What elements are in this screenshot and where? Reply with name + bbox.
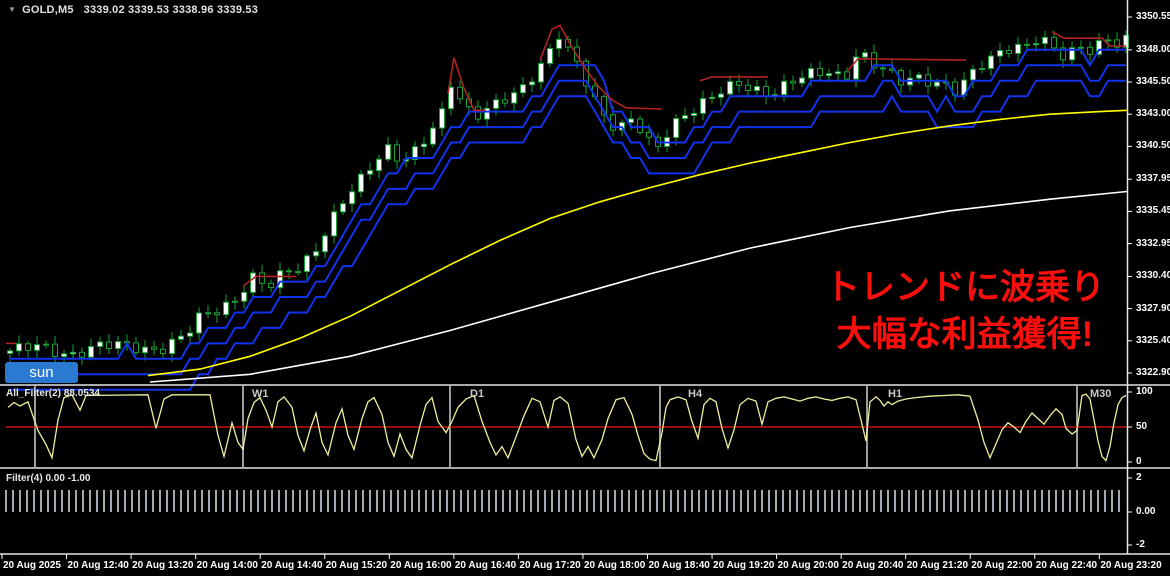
- time-axis-label: 20 Aug 18:40: [648, 560, 710, 571]
- price-axis-label: 3343.00: [1136, 108, 1170, 120]
- oscillator-axis-label: 50: [1136, 421, 1148, 432]
- filter-axis-label: 2: [1136, 472, 1142, 483]
- timeframe-section-label: H1: [888, 388, 903, 400]
- time-axis-label: 20 Aug 18:00: [583, 560, 646, 571]
- time-axis-label: 20 Aug 21:20: [906, 560, 969, 571]
- time-axis-label: 20 Aug 22:40: [1035, 560, 1098, 571]
- time-axis-label: 20 Aug 14:00: [196, 560, 258, 571]
- time-axis-label: 20 Aug 12:40: [67, 560, 129, 571]
- price-axis-label: 3327.90: [1136, 302, 1170, 314]
- price-axis-label: 3335.45: [1136, 205, 1170, 217]
- time-axis-label: 20 Aug 16:00: [390, 560, 452, 571]
- time-axis-label: 20 Aug 19:20: [713, 560, 775, 571]
- price-axis-label: 3350.55: [1136, 11, 1170, 22]
- sun-button[interactable]: sun: [5, 362, 78, 383]
- time-axis-label: 20 Aug 2025: [3, 560, 61, 571]
- oscillator-axis-label: 0: [1136, 456, 1142, 467]
- promo-annotation-line1: トレンドに波乗り: [824, 268, 1105, 307]
- symbol-label: GOLD,M5: [22, 4, 74, 16]
- time-axis-label: 20 Aug 20:00: [777, 560, 839, 571]
- time-axis-label: 20 Aug 22:00: [971, 560, 1033, 571]
- oscillator-axis-label: 100: [1136, 386, 1153, 397]
- timeframe-section-label: D1: [470, 388, 485, 400]
- indicator-all-filter-label: All_Filter(2) 88.0534: [6, 388, 100, 399]
- price-axis-label: 3322.90: [1136, 367, 1170, 378]
- filter-axis-label: 0.00: [1136, 506, 1156, 517]
- time-axis-label: 20 Aug 15:20: [325, 560, 388, 571]
- price-axis-label: 3337.95: [1136, 173, 1170, 185]
- symbol-dropdown-icon[interactable]: ▼: [8, 5, 17, 14]
- price-axis-label: 3325.40: [1136, 334, 1170, 346]
- time-axis-label: 20 Aug 23:20: [1100, 560, 1162, 571]
- promo-annotation-line2: 大幅な利益獲得!: [836, 315, 1094, 354]
- price-axis-label: 3330.40: [1136, 270, 1170, 282]
- price-axis-label: 3332.95: [1136, 237, 1170, 249]
- time-axis-label: 20 Aug 14:40: [261, 560, 323, 571]
- price-axis-label: 3340.50: [1136, 140, 1170, 152]
- time-axis-label: 20 Aug 20:40: [842, 560, 904, 571]
- ohlc-values: 3339.02 3339.53 3338.96 3339.53: [83, 4, 259, 16]
- price-axis-label: 3348.00: [1136, 43, 1170, 55]
- price-axis-label: 3345.50: [1136, 76, 1170, 88]
- time-axis-label: 20 Aug 13:20: [132, 560, 194, 571]
- timeframe-section-label: W1: [252, 388, 269, 400]
- filter-axis-label: -2: [1136, 539, 1145, 550]
- time-axis-label: 20 Aug 16:40: [454, 560, 517, 571]
- time-axis-label: 20 Aug 17:20: [519, 560, 581, 571]
- timeframe-section-label: H4: [688, 388, 703, 400]
- indicator-filter-label: Filter(4) 0.00 -1.00: [6, 473, 91, 484]
- chart-title: ▼ GOLD,M5 3339.02 3339.53 3338.96 3339.53: [8, 4, 258, 16]
- promo-annotation: トレンドに波乗り 大幅な利益獲得!: [788, 264, 1142, 358]
- timeframe-section-label: M30: [1090, 388, 1112, 400]
